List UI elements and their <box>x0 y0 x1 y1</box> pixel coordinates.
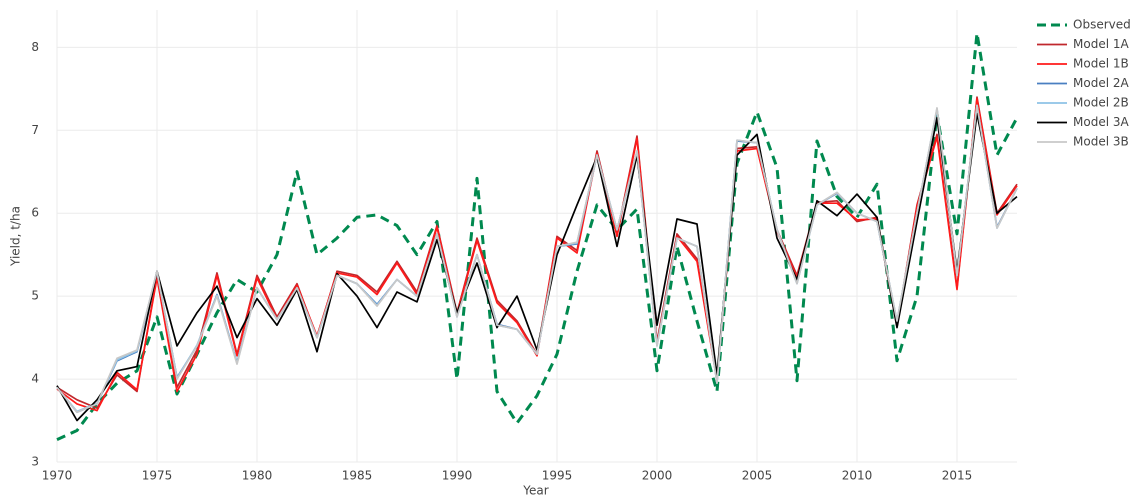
y-axis-title: Yield, t/ha <box>9 206 23 267</box>
legend-item[interactable]: Model 2B <box>1037 96 1129 110</box>
legend-item[interactable]: Observed <box>1037 18 1131 32</box>
legend-label: Model 1A <box>1073 37 1129 51</box>
series-line <box>56 104 1018 414</box>
y-tick-label: 3 <box>31 455 39 469</box>
legend-label: Observed <box>1073 18 1131 32</box>
x-tick-label: 2015 <box>942 469 973 483</box>
y-tick-label: 5 <box>31 289 39 303</box>
legend-item[interactable]: Model 3B <box>1037 135 1129 149</box>
legend-label: Model 1B <box>1073 57 1129 71</box>
legend-label: Model 3A <box>1073 115 1129 129</box>
x-axis-title: Year <box>522 484 548 498</box>
series-line <box>56 97 1018 412</box>
legend-label: Model 2B <box>1073 96 1129 110</box>
series-line <box>56 104 1018 413</box>
x-tick-label: 1985 <box>342 469 373 483</box>
legend-label: Model 3B <box>1073 135 1129 149</box>
x-tick-label: 2000 <box>642 469 673 483</box>
x-tick-label: 1990 <box>442 469 473 483</box>
y-tick-label: 7 <box>31 123 39 137</box>
series-line <box>56 96 1018 409</box>
x-tick-label: 2010 <box>842 469 873 483</box>
legend-item[interactable]: Model 2A <box>1037 76 1129 90</box>
y-tick-label: 6 <box>31 206 39 220</box>
y-tick-label: 4 <box>31 372 39 386</box>
legend-item[interactable]: Model 1B <box>1037 57 1129 71</box>
y-tick-label: 8 <box>31 40 39 54</box>
series-line <box>56 112 1018 422</box>
legend-item[interactable]: Model 1A <box>1037 37 1129 51</box>
x-tick-label: 1970 <box>42 469 73 483</box>
legend-item[interactable]: Model 3A <box>1037 115 1129 129</box>
legend-label: Model 2A <box>1073 76 1129 90</box>
series-line <box>56 104 1018 414</box>
x-tick-label: 1975 <box>142 469 173 483</box>
x-tick-label: 1980 <box>242 469 273 483</box>
series-line <box>56 31 1019 441</box>
x-tick-label: 2005 <box>742 469 773 483</box>
x-tick-label: 1995 <box>542 469 573 483</box>
